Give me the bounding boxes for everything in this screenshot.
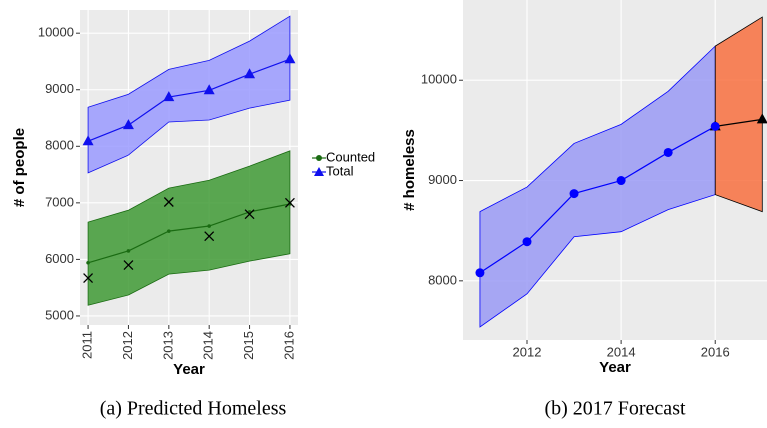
x-axis-title: Year — [599, 359, 631, 376]
series-line — [479, 125, 716, 274]
x-tick-label: 2014 — [607, 344, 636, 359]
marker — [616, 176, 626, 186]
marker — [475, 268, 485, 278]
y-axis-title: # of people — [11, 128, 28, 207]
marker — [163, 91, 175, 102]
marker — [207, 224, 211, 228]
marker — [710, 121, 720, 131]
x-tick-label: 2016 — [281, 331, 296, 360]
band — [87, 15, 291, 174]
x-axis-title: Year — [173, 361, 205, 378]
series-line — [87, 203, 291, 264]
marker — [167, 229, 171, 233]
marker — [244, 68, 256, 79]
marker-stroke — [244, 209, 255, 220]
y-tick-label: 8000 — [428, 272, 457, 287]
marker-stroke — [123, 260, 134, 271]
marker — [244, 209, 255, 220]
y-tick-label: 5000 — [45, 307, 74, 322]
x-tick-label: 2012 — [513, 344, 542, 359]
legend-marker — [316, 155, 322, 161]
marker — [204, 231, 215, 242]
x-tick-label: 2014 — [201, 331, 216, 360]
marker — [569, 189, 579, 199]
marker — [284, 197, 295, 208]
marker — [284, 53, 296, 64]
marker-stroke — [163, 197, 174, 207]
marker-stroke — [83, 273, 94, 284]
x-tick-label: 2015 — [241, 331, 256, 360]
legend-label: Total — [326, 163, 354, 178]
series-line — [87, 58, 291, 142]
y-tick-label: 10000 — [421, 72, 457, 87]
marker — [522, 237, 532, 247]
marker — [203, 84, 215, 95]
y-tick-label: 8000 — [45, 138, 74, 153]
marker — [122, 119, 134, 130]
band — [714, 16, 763, 213]
marker — [663, 147, 673, 157]
x-tick-label: 2012 — [120, 331, 135, 360]
marker — [126, 249, 131, 253]
caption: (b) 2017 Forecast — [544, 398, 686, 420]
x-tick-label: 2016 — [701, 344, 730, 359]
legend-label: Counted — [326, 149, 375, 164]
y-tick-label: 9000 — [428, 172, 457, 187]
x-tick-label: 2013 — [160, 331, 175, 360]
y-tick-label: 9000 — [45, 81, 74, 96]
y-tick-label: 6000 — [45, 251, 74, 266]
marker — [163, 197, 174, 207]
y-tick-label: 7000 — [45, 194, 74, 209]
x-tick-label: 2011 — [80, 331, 95, 359]
marker-stroke — [284, 197, 295, 208]
legend-marker — [314, 167, 324, 176]
marker-stroke — [204, 231, 215, 242]
marker — [83, 273, 94, 284]
marker — [86, 260, 90, 265]
marker — [123, 260, 134, 271]
caption: (a) Predicted Homeless — [100, 398, 287, 420]
y-tick-label: 10000 — [38, 25, 74, 40]
y-axis-title: # homeless — [401, 129, 418, 211]
series-line — [715, 118, 763, 127]
marker — [82, 135, 94, 146]
marker — [756, 113, 767, 124]
